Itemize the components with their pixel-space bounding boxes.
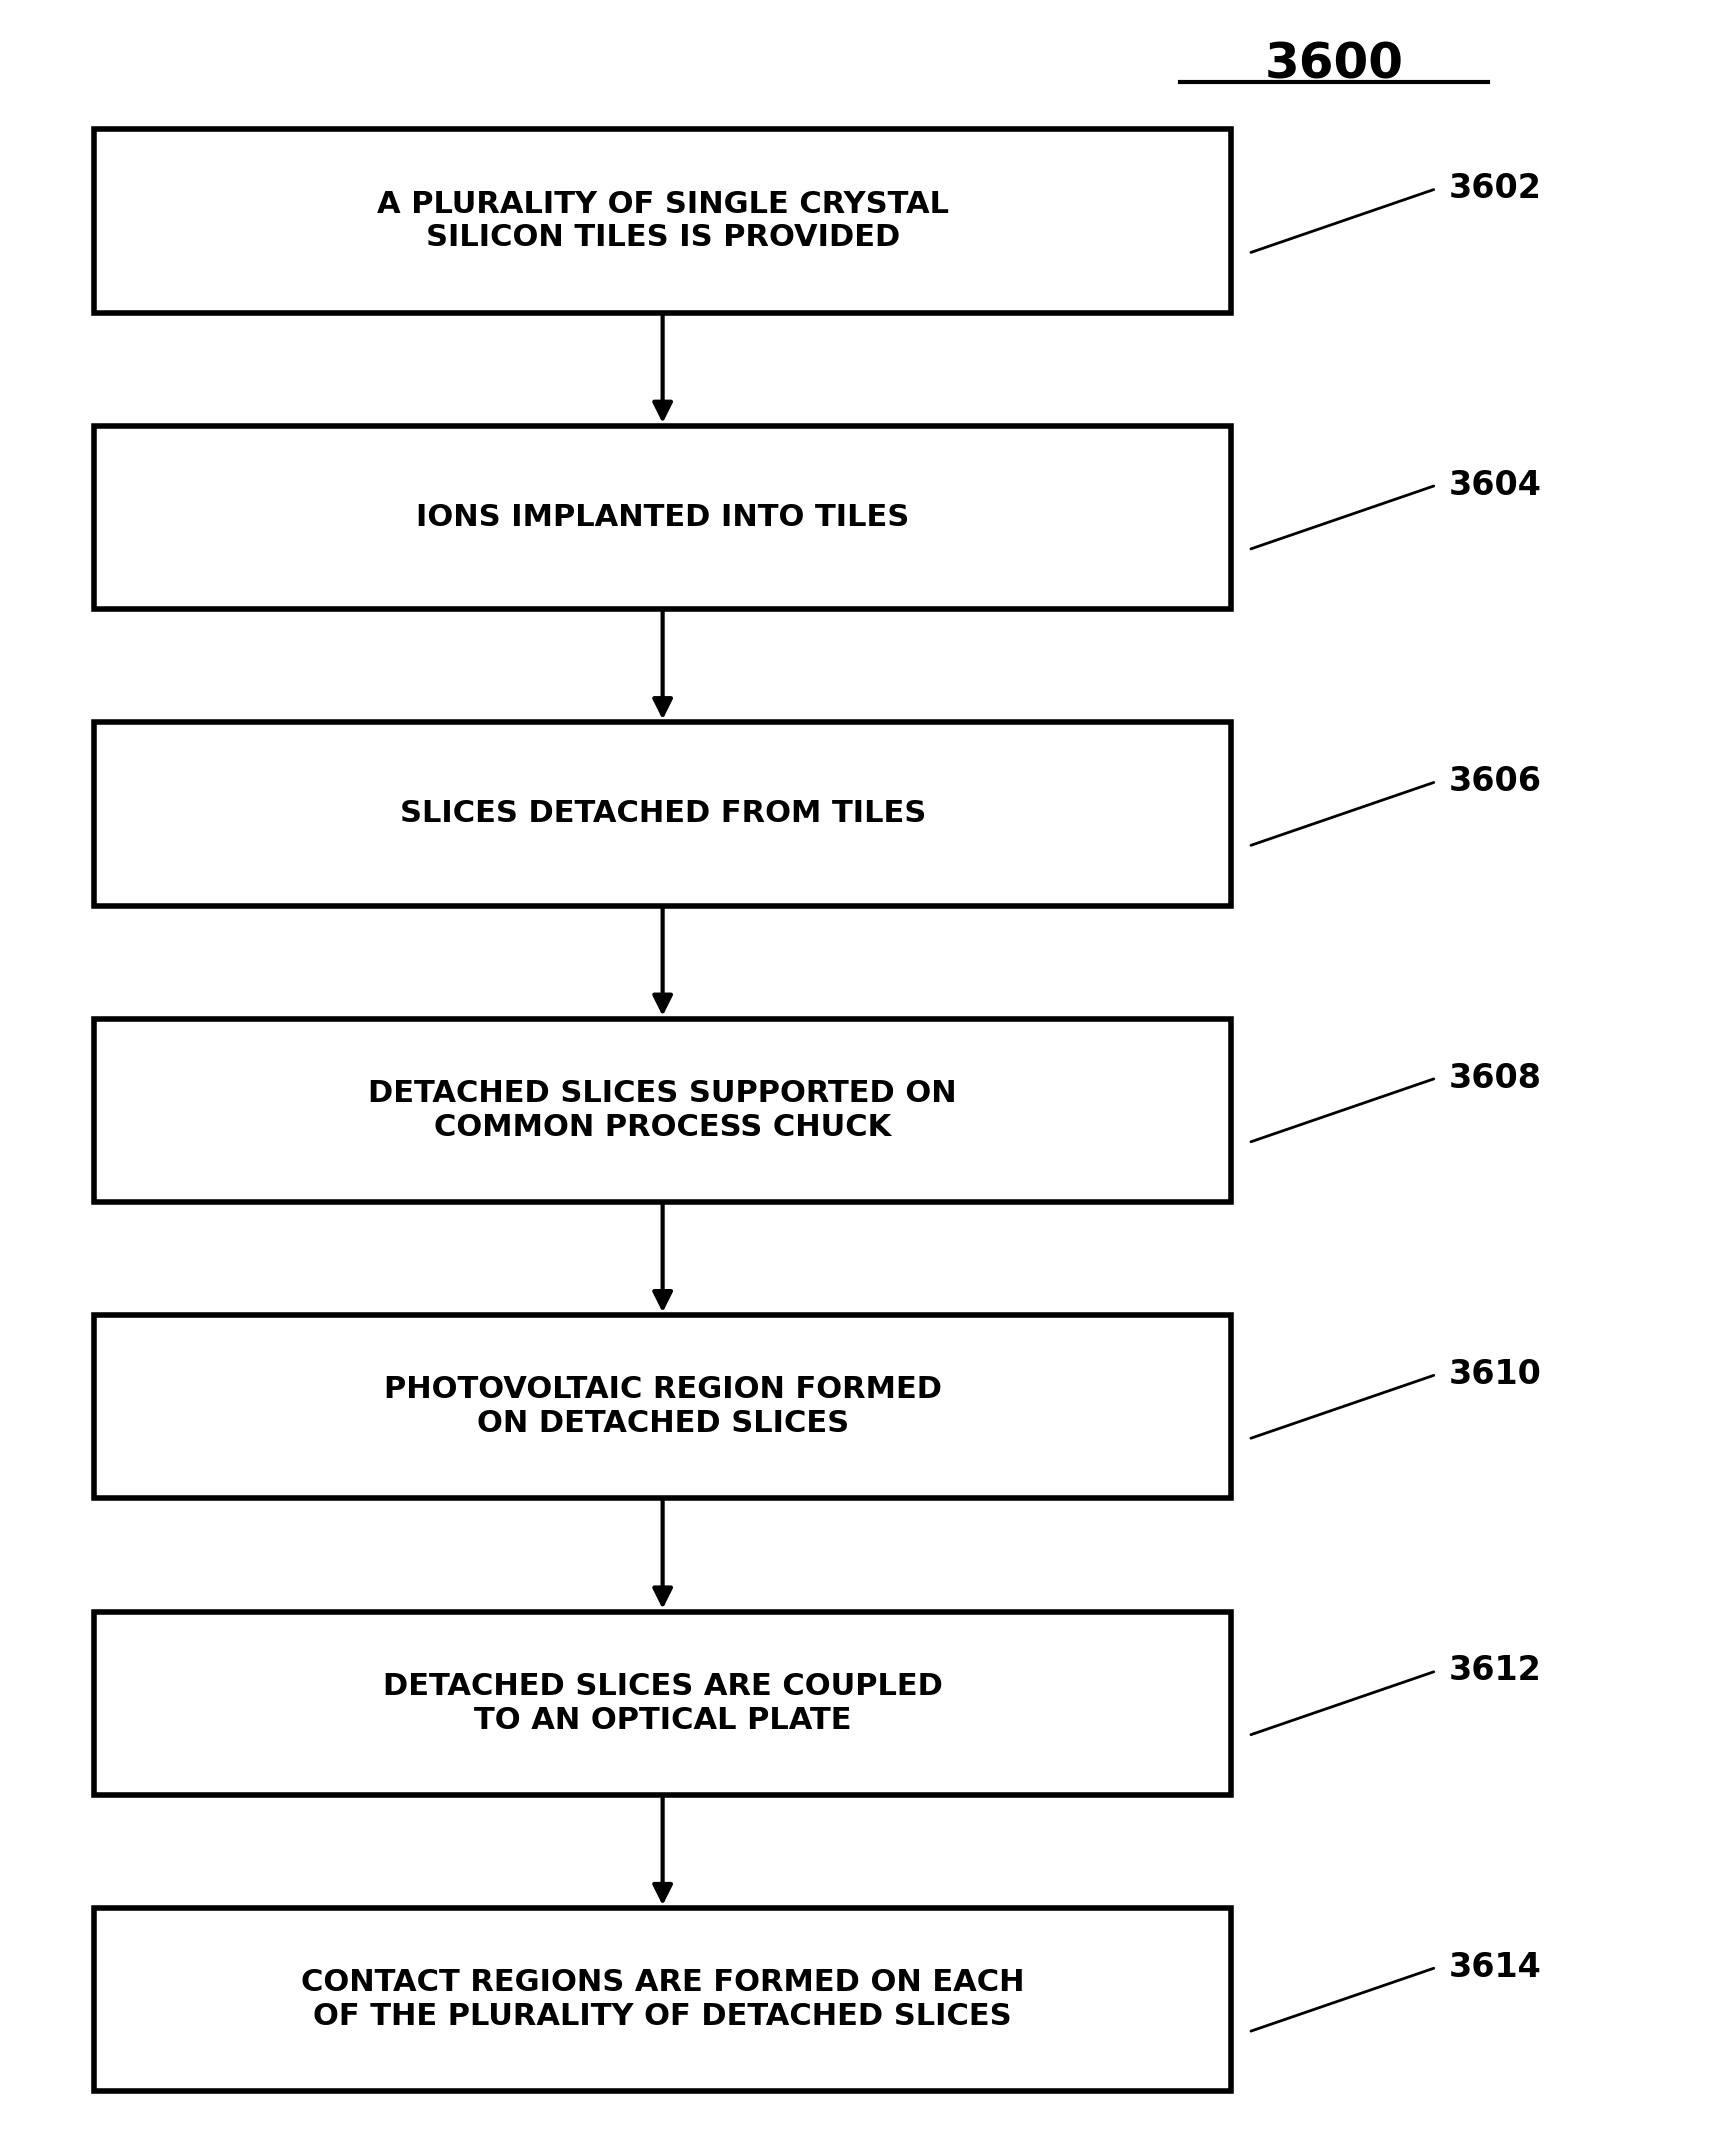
- Text: 3610: 3610: [1448, 1358, 1541, 1391]
- Text: PHOTOVOLTAIC REGION FORMED
ON DETACHED SLICES: PHOTOVOLTAIC REGION FORMED ON DETACHED S…: [383, 1376, 942, 1438]
- Text: SLICES DETACHED FROM TILES: SLICES DETACHED FROM TILES: [400, 800, 925, 828]
- Bar: [94, 1020, 1231, 1203]
- Text: DETACHED SLICES SUPPORTED ON
COMMON PROCESS CHUCK: DETACHED SLICES SUPPORTED ON COMMON PROC…: [368, 1078, 958, 1143]
- Bar: [94, 1611, 1231, 1794]
- Text: CONTACT REGIONS ARE FORMED ON EACH
OF THE PLURALITY OF DETACHED SLICES: CONTACT REGIONS ARE FORMED ON EACH OF TH…: [301, 1968, 1024, 2031]
- Text: 3602: 3602: [1448, 172, 1541, 205]
- Text: 3608: 3608: [1448, 1061, 1541, 1095]
- Text: 3606: 3606: [1448, 765, 1541, 798]
- Bar: [94, 1315, 1231, 1498]
- Text: 3600: 3600: [1264, 41, 1404, 88]
- Text: DETACHED SLICES ARE COUPLED
TO AN OPTICAL PLATE: DETACHED SLICES ARE COUPLED TO AN OPTICA…: [383, 1671, 942, 1736]
- Text: A PLURALITY OF SINGLE CRYSTAL
SILICON TILES IS PROVIDED: A PLURALITY OF SINGLE CRYSTAL SILICON TI…: [376, 190, 949, 252]
- Bar: [94, 1908, 1231, 2091]
- Bar: [94, 722, 1231, 906]
- Text: 3614: 3614: [1448, 1951, 1541, 1984]
- Text: 3612: 3612: [1448, 1654, 1541, 1688]
- Text: IONS IMPLANTED INTO TILES: IONS IMPLANTED INTO TILES: [416, 502, 910, 533]
- Bar: [94, 427, 1231, 608]
- Text: 3604: 3604: [1448, 468, 1541, 502]
- Bar: [94, 129, 1231, 313]
